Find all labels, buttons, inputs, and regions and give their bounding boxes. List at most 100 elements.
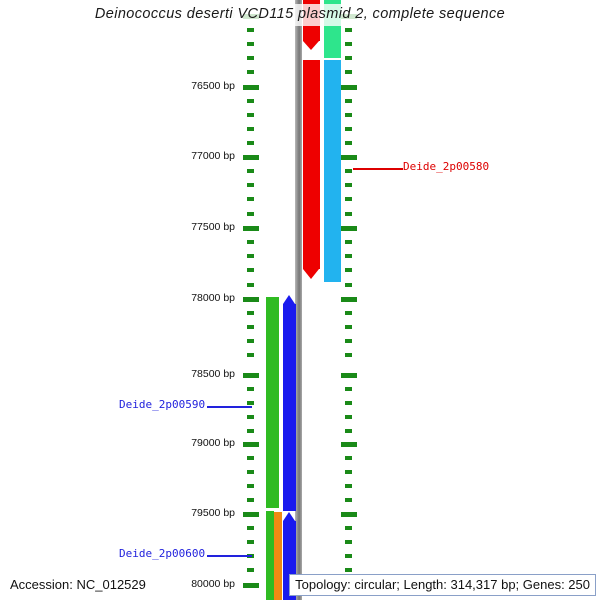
ruler-tick-minor xyxy=(247,415,254,419)
ruler-tick-minor xyxy=(345,353,352,357)
ruler-tick-minor xyxy=(247,28,254,32)
accession-text: Accession: NC_012529 xyxy=(10,577,146,592)
ruler-tick-minor xyxy=(345,28,352,32)
ruler-tick-minor xyxy=(247,339,254,343)
ruler-tick-minor xyxy=(345,568,352,572)
ruler-tick-minor xyxy=(247,268,254,272)
ruler-tick-major xyxy=(243,583,259,588)
ruler-tick-label: 77500 bp xyxy=(191,221,235,233)
ruler-tick-minor xyxy=(247,311,254,315)
ruler-tick-minor xyxy=(345,240,352,244)
ruler-tick-minor xyxy=(345,456,352,460)
gene-arrowhead-down-icon xyxy=(303,41,319,50)
ruler-tick-label: 76500 bp xyxy=(191,80,235,92)
ruler-tick-minor xyxy=(345,470,352,474)
ruler-tick-major xyxy=(341,373,357,378)
genome-axis-line xyxy=(295,0,302,600)
ruler-tick-minor xyxy=(345,415,352,419)
ruler-tick-minor xyxy=(345,212,352,216)
ruler-tick-minor xyxy=(247,325,254,329)
gene-deide-2p00590-blue[interactable] xyxy=(283,295,296,511)
ruler-tick-major xyxy=(341,512,357,517)
ruler-tick-minor xyxy=(247,169,254,173)
ruler-tick-major xyxy=(243,297,259,302)
ruler-tick-minor xyxy=(247,127,254,131)
ruler-tick-minor xyxy=(247,387,254,391)
ruler-tick-minor xyxy=(247,401,254,405)
gene-body xyxy=(266,511,274,600)
gene-arrowhead-up-icon xyxy=(283,295,295,304)
ruler-tick-major xyxy=(243,226,259,231)
ruler-tick-minor xyxy=(247,183,254,187)
gene-deide-2p00580-red[interactable] xyxy=(303,60,320,279)
ruler-tick-minor xyxy=(247,429,254,433)
ruler-tick-major xyxy=(341,85,357,90)
ruler-tick-label: 80000 bp xyxy=(191,578,235,590)
ruler-tick-minor xyxy=(247,99,254,103)
ruler-tick-minor xyxy=(247,113,254,117)
ruler-tick-minor xyxy=(345,141,352,145)
ruler-tick-minor xyxy=(247,141,254,145)
label-deide-2p00590[interactable]: Deide_2p00590 xyxy=(119,398,206,411)
ruler-tick-minor xyxy=(345,42,352,46)
ruler-tick-major xyxy=(243,373,259,378)
title-backdrop xyxy=(90,4,510,26)
ruler-tick-minor xyxy=(247,240,254,244)
ruler-tick-major xyxy=(243,85,259,90)
ruler-tick-minor xyxy=(247,212,254,216)
ruler-tick-label: 78000 bp xyxy=(191,292,235,304)
label-connector-line xyxy=(353,168,403,170)
label-connector-line xyxy=(207,406,252,408)
ruler-tick-minor xyxy=(247,283,254,287)
ruler-tick-minor xyxy=(247,353,254,357)
ruler-tick-minor xyxy=(247,540,254,544)
ruler-tick-minor xyxy=(345,127,352,131)
ruler-tick-minor xyxy=(345,197,352,201)
gene-deide-2p00590-green[interactable] xyxy=(266,297,279,508)
ruler-tick-minor xyxy=(345,268,352,272)
label-connector-line xyxy=(207,555,252,557)
gene-body xyxy=(283,304,296,511)
ruler-tick-label: 79500 bp xyxy=(191,507,235,519)
ruler-tick-minor xyxy=(247,254,254,258)
ruler-tick-major xyxy=(243,442,259,447)
ruler-tick-minor xyxy=(247,42,254,46)
gene-deide-2p00580-cyan[interactable] xyxy=(324,60,341,282)
ruler-tick-minor xyxy=(345,429,352,433)
ruler-tick-minor xyxy=(247,56,254,60)
ruler-tick-minor xyxy=(345,99,352,103)
ruler-tick-minor xyxy=(345,325,352,329)
gene-deide-2p00600-orange[interactable] xyxy=(274,512,282,600)
ruler-tick-minor xyxy=(247,568,254,572)
label-deide-2p00580[interactable]: Deide_2p00580 xyxy=(403,160,490,173)
ruler-tick-minor xyxy=(345,401,352,405)
label-deide-2p00600[interactable]: Deide_2p00600 xyxy=(119,547,206,560)
status-badge: Topology: circular; Length: 314,317 bp; … xyxy=(289,574,596,596)
ruler-tick-minor xyxy=(345,339,352,343)
ruler-tick-minor xyxy=(247,484,254,488)
ruler-tick-minor xyxy=(345,113,352,117)
ruler-tick-minor xyxy=(345,540,352,544)
ruler-tick-major xyxy=(243,155,259,160)
gene-body xyxy=(266,297,279,508)
ruler-tick-major xyxy=(341,155,357,160)
ruler-tick-minor xyxy=(345,254,352,258)
ruler-tick-major xyxy=(243,512,259,517)
ruler-tick-minor xyxy=(345,498,352,502)
gene-body xyxy=(303,60,320,269)
ruler-tick-minor xyxy=(345,311,352,315)
ruler-tick-minor xyxy=(345,183,352,187)
ruler-tick-major xyxy=(341,297,357,302)
gene-arrowhead-up-icon xyxy=(283,512,295,521)
ruler-tick-minor xyxy=(247,470,254,474)
ruler-tick-major xyxy=(341,442,357,447)
ruler-tick-minor xyxy=(345,484,352,488)
gene-deide-2p00600-green[interactable] xyxy=(266,511,274,600)
ruler-tick-label: 77000 bp xyxy=(191,150,235,162)
ruler-tick-label: 79000 bp xyxy=(191,437,235,449)
ruler-tick-minor xyxy=(345,387,352,391)
ruler-tick-minor xyxy=(247,498,254,502)
ruler-tick-minor xyxy=(345,169,352,173)
ruler-tick-minor xyxy=(345,70,352,74)
